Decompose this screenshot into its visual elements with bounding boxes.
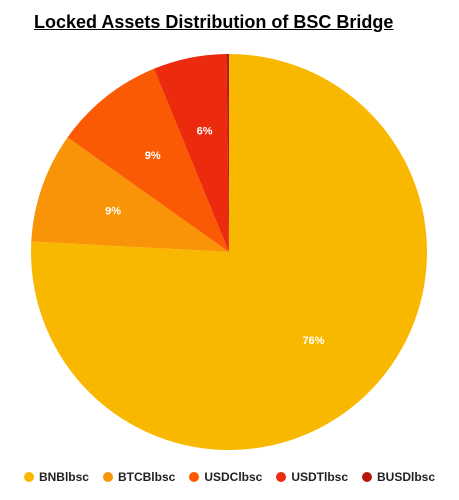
pie-slice-busdlbsc [226, 54, 229, 252]
pie-slices [30, 54, 428, 450]
legend-item-usdtlbsc[interactable]: USDTlbsc [276, 470, 348, 484]
slice-label-btcblbsc: 9% [105, 205, 121, 217]
slice-label-usdtlbsc: 6% [197, 126, 213, 138]
legend-label: USDTlbsc [291, 470, 349, 484]
legend-swatch-icon [189, 472, 200, 482]
legend-item-busdlbsc[interactable]: BUSDlbsc [362, 470, 435, 484]
legend-swatch-icon [102, 472, 113, 482]
pie-slice-labels: 76% 9% 9% 6% [105, 126, 325, 347]
legend-item-btcblbsc[interactable]: BTCBlbsc [102, 470, 176, 484]
slice-label-bnblbsc: 76% [302, 335, 324, 347]
legend-label: BNBlbsc [38, 470, 89, 484]
legend-swatch-icon [362, 472, 373, 482]
legend-swatch-icon [23, 472, 34, 482]
pie-slice-usdtlbsc [153, 54, 229, 253]
legend-label: USDClbsc [204, 470, 263, 484]
chart-title: Locked Assets Distribution of BSC Bridge [34, 12, 394, 32]
legend-item-usdclbsc[interactable]: USDClbsc [189, 470, 262, 484]
pie-slice-bnblbsc [30, 54, 428, 450]
pie-slice-usdclbsc [67, 68, 229, 252]
pie-slice-btcblbsc [31, 137, 229, 252]
chart-legend: BNBlbsc BTCBlbsc USDClbsc USDTlbsc BUSDlbsc [0, 470, 459, 484]
legend-label: BTCBlbsc [117, 470, 176, 484]
legend-label: BUSDlbsc [377, 470, 436, 484]
slice-label-usdclbsc: 9% [145, 150, 161, 162]
legend-swatch-icon [276, 472, 287, 482]
legend-item-bnblbsc[interactable]: BNBlbsc [23, 470, 89, 484]
